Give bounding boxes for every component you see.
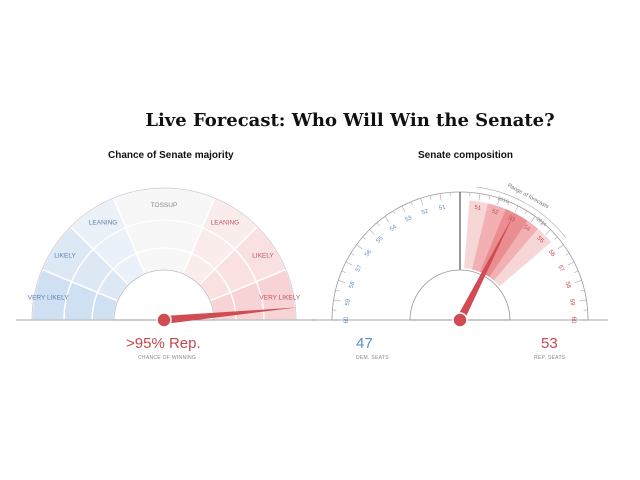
rep-tick-label: 51 <box>474 205 482 212</box>
composition-tick <box>341 270 346 273</box>
dem-tick-label: 53 <box>404 215 413 224</box>
composition-tick <box>557 244 564 250</box>
composition-tick <box>478 193 481 201</box>
majority-ring-divider <box>63 219 265 321</box>
composition-tick <box>338 280 346 283</box>
majority-zone-label: LIKELY <box>54 253 76 260</box>
dem-tick-label: 58 <box>349 280 357 289</box>
composition-needle-hub <box>452 312 468 328</box>
dem-tick-label: 55 <box>376 235 385 244</box>
composition-tick <box>410 201 413 206</box>
dem-tick-label: 56 <box>364 249 373 258</box>
rep-tick-label: 53 <box>507 215 516 224</box>
dem-tick-label: 59 <box>345 298 352 306</box>
majority-zone-label: VERY LIKELY <box>259 294 300 301</box>
majority-ring-divider <box>91 247 237 321</box>
composition-tick <box>345 261 353 266</box>
composition-tick <box>565 252 570 256</box>
majority-heading: Chance of Senate majority <box>108 150 234 161</box>
composition-tick <box>488 195 491 200</box>
composition-tick <box>350 252 355 256</box>
composition-tick <box>554 236 558 240</box>
majority-zone-label: VERY LIKELY <box>28 294 69 301</box>
composition-tick <box>579 299 587 302</box>
composition-tick <box>574 270 579 273</box>
rep-tick-label: 55 <box>535 236 544 245</box>
rep-tick-label: 59 <box>568 299 575 307</box>
composition-tick <box>333 299 341 302</box>
composition-tick <box>497 198 500 206</box>
dem-seats-value: 47 <box>356 335 373 352</box>
majority-zone-label: LEANING <box>211 219 240 226</box>
majority-needle-hub <box>156 312 172 328</box>
rep-tick-label: 58 <box>564 281 572 290</box>
composition-tick <box>567 261 575 266</box>
dem-tick-label: 51 <box>439 205 447 212</box>
composition-tick <box>545 229 551 235</box>
composition-tick <box>420 198 423 206</box>
majority-gauge: VERY LIKELY LIKELY LEANING TOSSUP LEANING LIK… <box>16 187 316 328</box>
composition-needle <box>456 214 514 322</box>
rep-tick-label: 54 <box>522 224 531 233</box>
composition-heading: Senate composition <box>418 150 514 161</box>
composition-tick <box>401 205 406 213</box>
page-title: Live Forecast: Who Will Win the Senate? <box>145 110 555 131</box>
rep-tick-label: 52 <box>491 209 500 217</box>
composition-tick <box>540 222 544 226</box>
composition-tick <box>580 289 585 292</box>
majority-zone-label: TOSSUP <box>151 202 178 209</box>
dem-tick-label: 52 <box>421 208 430 216</box>
majority-needle <box>163 307 298 324</box>
composition-tick <box>376 222 380 226</box>
rep-seats-caption: REP. SEATS <box>534 355 566 361</box>
majority-result: >95% Rep. <box>126 335 201 352</box>
composition-tick <box>384 216 390 223</box>
composition-tick <box>524 210 528 215</box>
dem-tick-label: 57 <box>355 264 364 273</box>
composition-tick <box>356 244 363 250</box>
dem-tick-label: 54 <box>389 224 398 233</box>
range-year-label: 2014 <box>535 216 548 228</box>
composition-tick <box>514 205 519 213</box>
composition-hub <box>409 269 511 321</box>
rep-tick-label: 56 <box>547 249 556 258</box>
composition-tick <box>392 210 396 215</box>
composition-tick <box>574 280 582 283</box>
majority-zone-label: LIKELY <box>252 253 274 260</box>
composition-tick <box>439 193 442 201</box>
rep-seats-value: 53 <box>541 335 558 352</box>
dem-seats-caption: DEM. SEATS <box>356 355 389 361</box>
composition-tick <box>369 229 375 235</box>
range-bracket <box>476 186 567 239</box>
majority-outline <box>31 187 297 321</box>
composition-gauge: 6059585756555453525151525354555657585960… <box>312 183 608 328</box>
composition-tick <box>335 289 340 292</box>
composition-tick <box>429 195 432 200</box>
majority-hub <box>113 269 215 321</box>
majority-result-caption: CHANCE OF WINNING <box>138 355 197 361</box>
composition-tick <box>530 216 536 223</box>
composition-tick <box>362 236 366 240</box>
majority-zone-label: LEANING <box>89 219 118 226</box>
composition-tick <box>507 201 510 206</box>
rep-tick-label: 57 <box>556 264 565 273</box>
range-year-label: 2016 <box>497 196 510 205</box>
